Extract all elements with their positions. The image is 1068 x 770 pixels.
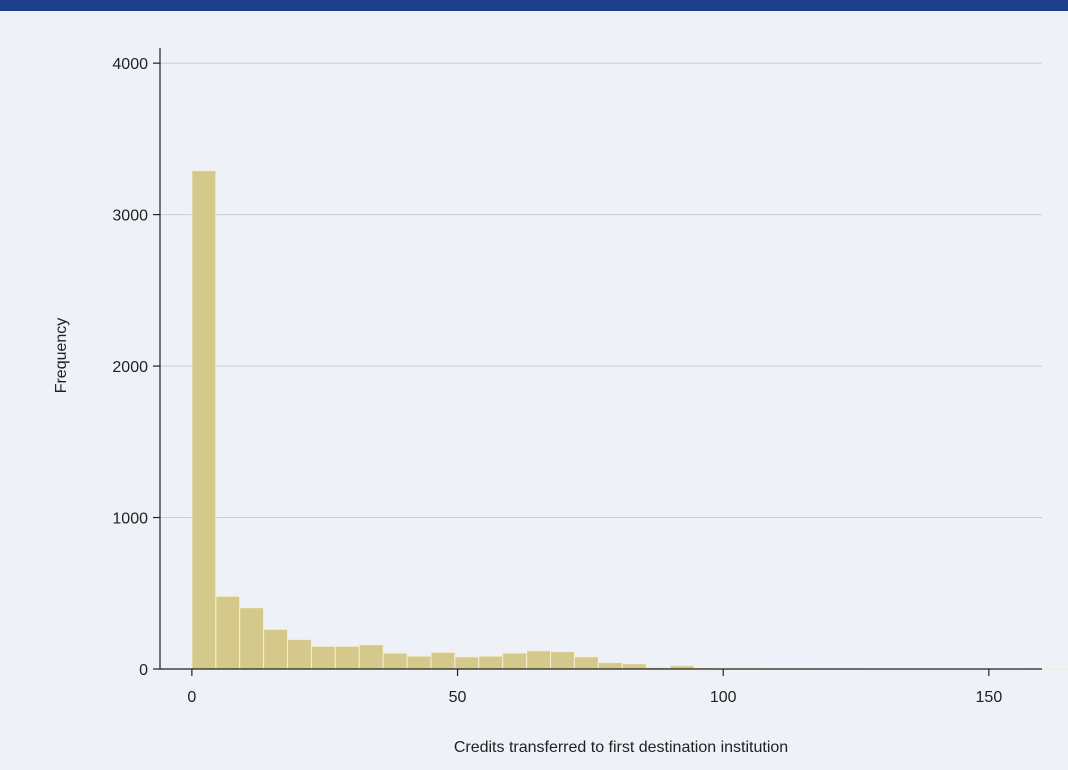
x-tick-label: 100 xyxy=(710,689,737,706)
histogram-bar xyxy=(287,638,312,670)
histogram-bar xyxy=(358,644,384,670)
histogram-bar xyxy=(454,656,480,670)
histogram-bar xyxy=(550,651,575,670)
histogram-bar xyxy=(478,655,504,670)
y-axis-ticks: 0 1000 2000 3000 4000 xyxy=(112,56,160,679)
y-tick-label: 2000 xyxy=(112,359,148,376)
histogram-bar xyxy=(573,656,599,670)
x-tick-label: 50 xyxy=(449,689,467,706)
histogram-bar xyxy=(1052,668,1068,671)
histogram-bars xyxy=(191,170,1068,671)
histogram-bar xyxy=(502,652,528,670)
x-tick-label: 0 xyxy=(187,689,196,706)
y-tick-label: 1000 xyxy=(112,511,148,528)
histogram-bar xyxy=(406,655,432,670)
y-axis-title: Frequency xyxy=(53,318,70,394)
histogram-bar xyxy=(263,628,289,670)
histogram-bar xyxy=(334,645,360,670)
gridlines xyxy=(160,62,1042,519)
histogram-bar xyxy=(382,652,408,670)
x-tick-label: 150 xyxy=(976,689,1003,706)
histogram-bar xyxy=(215,595,241,670)
y-tick-label: 0 xyxy=(139,662,148,679)
x-axis-ticks: 0 50 100 150 xyxy=(187,669,1002,706)
histogram-bar xyxy=(430,651,456,670)
y-tick-label: 3000 xyxy=(112,208,148,225)
y-tick-label: 4000 xyxy=(112,56,148,73)
histogram-bar xyxy=(597,662,623,670)
histogram-bar xyxy=(191,170,217,670)
x-axis-title: Credits transferred to first destination… xyxy=(454,739,788,756)
histogram-bar xyxy=(239,607,265,670)
histogram-bar xyxy=(621,663,647,670)
histogram-bar xyxy=(310,645,336,670)
top-header-band xyxy=(0,0,1068,11)
histogram-bar xyxy=(526,650,552,670)
